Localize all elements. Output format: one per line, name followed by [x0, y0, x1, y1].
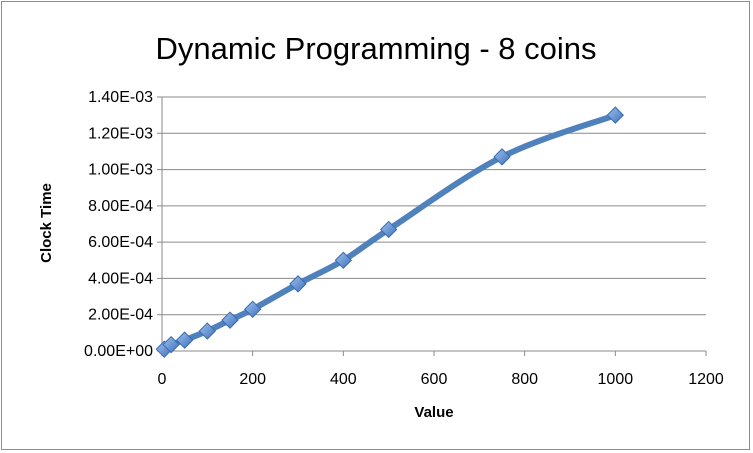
data-point-marker: [162, 335, 180, 354]
chart-title: Dynamic Programming - 8 coins: [155, 31, 596, 66]
data-point-marker: [175, 331, 194, 349]
y-tick-label: 1.00E-03: [88, 162, 153, 179]
gridlines: [157, 96, 707, 356]
data-point-marker: [221, 311, 239, 329]
data-point-marker: [493, 148, 511, 166]
y-tick-label: 2.00E-04: [88, 307, 153, 324]
data-point-marker: [243, 300, 262, 318]
data-point-marker: [198, 322, 217, 340]
y-tick-label: 1.20E-03: [88, 125, 153, 142]
y-tick-label: 8.00E-04: [88, 198, 153, 215]
y-axis-title: Clock Time: [38, 183, 55, 263]
y-tick-label: 0.00E+00: [84, 343, 153, 360]
x-tick-label: 1200: [688, 371, 724, 388]
marker-group: [155, 106, 625, 358]
data-point-marker: [606, 106, 625, 124]
x-tick-label: 600: [421, 371, 448, 388]
x-axis-ticks: 0 200 400 600 800 1000 1200: [158, 371, 724, 388]
y-tick-label: 6.00E-04: [88, 234, 153, 251]
x-tick-label: 800: [511, 371, 538, 388]
x-axis-title: Value: [414, 404, 453, 421]
x-tick-label: 400: [330, 371, 357, 388]
data-point-marker: [289, 275, 307, 293]
x-tick-label: 1000: [598, 371, 634, 388]
y-tick-label: 4.00E-04: [88, 270, 153, 287]
y-axis-ticks: 0.00E+00 2.00E-04 4.00E-04 6.00E-04 8.00E-04…: [84, 89, 153, 360]
x-tick-label: 200: [239, 371, 266, 388]
data-point-marker: [379, 220, 398, 239]
x-tick-label: 0: [158, 371, 167, 388]
y-tick-label: 1.40E-03: [88, 89, 153, 106]
data-point-marker: [334, 251, 353, 269]
